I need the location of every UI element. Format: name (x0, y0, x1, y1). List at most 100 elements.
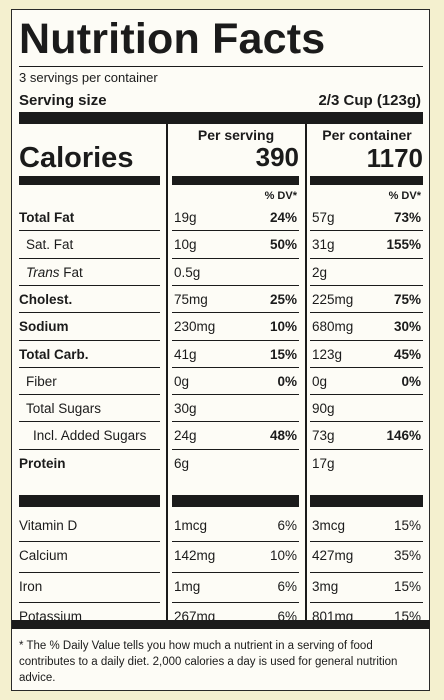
per-container-amount: 225mg (312, 291, 354, 307)
per-container-dv: 15% (393, 518, 421, 533)
serving-size-value: 2/3 Cup (123g) (318, 92, 421, 109)
per-container-amount: 73g (312, 428, 335, 444)
row-divider (172, 230, 299, 232)
per-serving-dv: 24% (269, 210, 297, 225)
nutrition-facts-label: Nutrition Facts 3 servings per container… (11, 9, 430, 691)
per-container-dv: 45% (393, 346, 421, 362)
row-divider (310, 366, 423, 368)
row-divider (172, 284, 299, 286)
row-divider (19, 421, 160, 423)
per-serving-amount: 24g (174, 428, 197, 444)
per-serving-amount: 75mg (174, 291, 208, 307)
row-divider (19, 601, 160, 603)
per-serving-dv: 10% (269, 548, 297, 564)
calories-per-container: 1170 (366, 143, 423, 173)
row-divider (172, 541, 299, 543)
thick-divider (19, 176, 160, 185)
nutrient-name: Total Fat (19, 210, 74, 225)
per-container-amount: 31g (312, 237, 335, 253)
nutrient-name-text: Iron (19, 578, 43, 594)
row-divider (172, 601, 299, 603)
per-container-amount: 3mcg (312, 518, 346, 533)
per-container-amount: 427mg (312, 548, 354, 564)
row-divider (310, 394, 423, 396)
row-divider (310, 339, 423, 341)
per-serving-dv: 6% (277, 518, 297, 533)
row-divider (310, 541, 423, 543)
per-serving-dv: 25% (269, 291, 297, 307)
per-container-amount: 0g (312, 373, 328, 389)
nutrient-name-text: Trans (26, 264, 60, 280)
nutrient-name: Fiber (26, 374, 57, 389)
per-serving-amount: 30g (174, 401, 197, 417)
per-container-amount: 680mg (312, 319, 354, 335)
nutrient-name-text: Sodium (19, 319, 69, 335)
row-divider (172, 421, 299, 423)
per-serving-dv: 48% (269, 428, 297, 444)
nutrient-name-text: Calcium (19, 548, 68, 564)
label-title: Nutrition Facts (19, 15, 326, 63)
row-divider (19, 284, 160, 286)
column-separator (305, 124, 307, 620)
dv-header: % DV* (388, 190, 421, 202)
row-divider (172, 394, 299, 396)
per-container-dv: 0% (401, 373, 421, 389)
row-divider (310, 312, 423, 314)
row-divider (310, 601, 423, 603)
row-divider (172, 366, 299, 368)
nutrient-name-text: Cholest. (19, 291, 73, 307)
per-serving-dv: 0% (277, 373, 297, 389)
nutrient-name-text: Total Sugars (26, 401, 102, 417)
per-serving-amount: 230mg (174, 319, 216, 335)
nutrient-name-text: Vitamin D (19, 518, 78, 533)
per-serving-dv: 10% (269, 319, 297, 335)
per-serving-dv: 15% (269, 346, 297, 362)
row-divider (19, 366, 160, 368)
per-serving-amount: 142mg (174, 548, 216, 564)
row-divider (19, 541, 160, 543)
row-divider (19, 571, 160, 573)
per-container-amount: 57g (312, 210, 335, 225)
row-divider (172, 571, 299, 573)
daily-value-footnote: * The % Daily Value tells you how much a… (19, 640, 398, 684)
nutrient-name: Sodium (19, 319, 69, 334)
per-container-dv: 35% (393, 548, 421, 564)
thick-divider (19, 495, 160, 507)
per-serving-amount: 10g (174, 237, 197, 253)
per-container-amount: 17g (312, 455, 335, 471)
serving-size-label: Serving size (19, 92, 107, 109)
dv-header: % DV* (264, 190, 297, 202)
row-divider (310, 257, 423, 259)
nutrient-name: Vitamin D (19, 518, 77, 533)
calories-per-serving: 390 (255, 142, 299, 172)
column-separator (166, 124, 168, 620)
nutrient-name: Total Sugars (26, 401, 101, 416)
per-serving-dv: 50% (269, 237, 297, 253)
per-serving-amount: 0g (174, 373, 190, 389)
nutrient-name-text: Total Carb. (19, 346, 89, 362)
row-divider (19, 394, 160, 396)
row-divider (310, 284, 423, 286)
row-divider (310, 448, 423, 450)
nutrient-name-text: Total Fat (19, 210, 75, 225)
nutrient-name: Sat. Fat (26, 237, 73, 252)
per-serving-amount: 0.5g (174, 264, 201, 280)
nutrient-name-text: Sat. Fat (26, 237, 74, 253)
row-divider (19, 448, 160, 450)
per-container-amount: 90g (312, 401, 335, 417)
row-divider (310, 421, 423, 423)
per-container-header: Per container (322, 127, 412, 143)
row-divider (310, 230, 423, 232)
row-divider (19, 230, 160, 232)
nutrient-name-suffix: Fat (59, 264, 83, 280)
row-divider (19, 312, 160, 314)
row-divider (172, 448, 299, 450)
row-divider (172, 312, 299, 314)
thick-divider (19, 112, 423, 124)
per-container-dv: 30% (393, 319, 421, 335)
calories-label: Calories (19, 142, 134, 174)
thick-divider (172, 495, 299, 507)
per-container-dv: 73% (393, 210, 421, 225)
per-container-amount: 3mg (312, 578, 339, 594)
per-container-dv: 146% (386, 428, 421, 444)
